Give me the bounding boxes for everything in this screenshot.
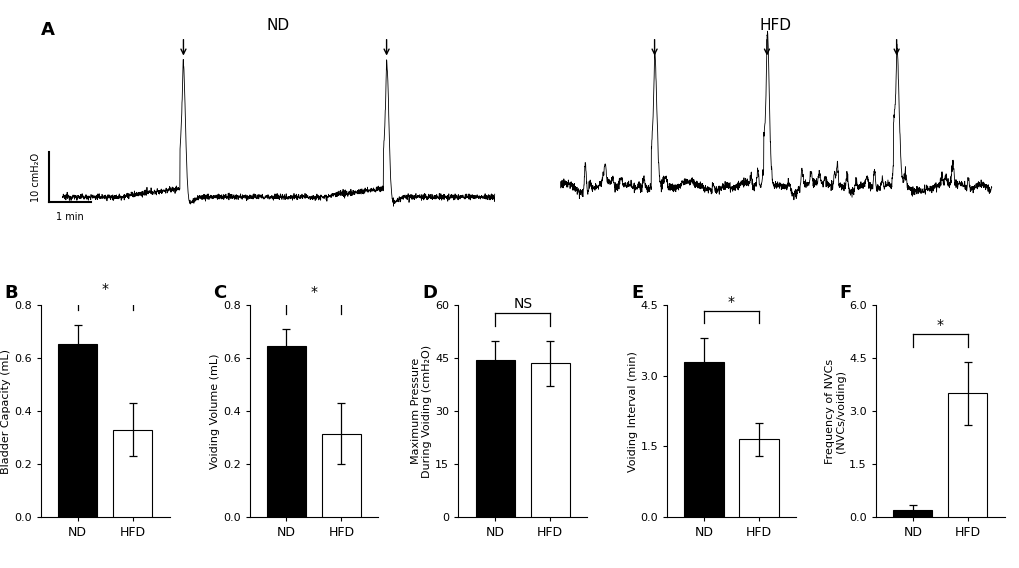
Bar xyxy=(267,346,306,517)
Text: *: * xyxy=(310,286,317,299)
Text: B: B xyxy=(5,284,18,302)
Text: *: * xyxy=(728,295,735,308)
Text: E: E xyxy=(631,284,643,302)
Bar xyxy=(58,344,97,517)
Bar xyxy=(684,362,722,517)
Y-axis label: Voiding Volume (mL): Voiding Volume (mL) xyxy=(210,353,220,469)
Bar xyxy=(739,439,777,517)
Bar xyxy=(530,364,570,517)
Y-axis label: Voiding Interval (min): Voiding Interval (min) xyxy=(627,350,637,471)
Bar xyxy=(948,394,986,517)
Bar xyxy=(322,433,361,517)
Bar xyxy=(893,510,931,517)
Text: *: * xyxy=(935,318,943,332)
Text: C: C xyxy=(213,284,226,302)
Text: NS: NS xyxy=(513,297,532,311)
Text: *: * xyxy=(102,282,109,295)
Text: A: A xyxy=(41,20,55,39)
Text: 1 min: 1 min xyxy=(56,212,84,223)
Text: D: D xyxy=(422,284,437,302)
Text: 10 cmH₂O: 10 cmH₂O xyxy=(31,153,41,202)
Text: F: F xyxy=(839,284,851,302)
Bar xyxy=(113,429,152,517)
Y-axis label: Frequency of NVCs
(NVCs/voiding): Frequency of NVCs (NVCs/voiding) xyxy=(824,358,846,463)
Y-axis label: Bladder Capacity (mL): Bladder Capacity (mL) xyxy=(1,349,11,474)
Text: HFD: HFD xyxy=(759,18,791,34)
Y-axis label: Maximum Pressure
During Voiding (cmH₂O): Maximum Pressure During Voiding (cmH₂O) xyxy=(411,345,432,478)
Text: ND: ND xyxy=(267,18,289,34)
Bar xyxy=(475,360,515,517)
Bar xyxy=(500,17,559,219)
